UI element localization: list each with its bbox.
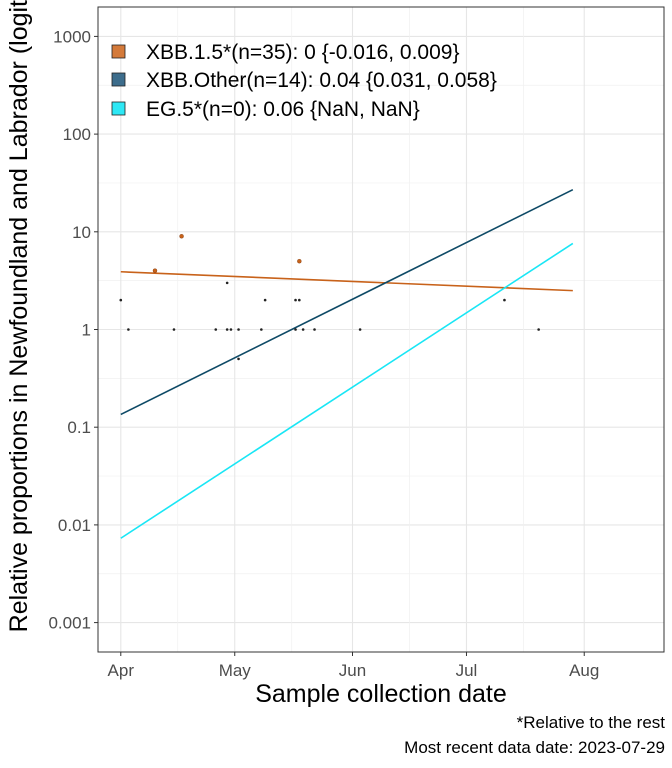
data-point [301,328,305,331]
y-axis: 0.001 0.01 0.1 1 10 100 1000 [48,27,98,633]
data-point [214,328,218,331]
data-point [260,328,263,331]
data-point-series-1 [179,234,184,239]
x-tick-label: Apr [108,661,135,680]
data-point [119,298,123,302]
data-points [119,234,540,361]
y-tick-label: 0.01 [58,516,91,535]
fit-line-series-3 [120,242,574,539]
y-tick-label: 10 [72,223,91,242]
x-tick-label: Jul [456,661,478,680]
x-axis: Apr May Jun Jul Aug [108,652,599,680]
data-point [127,328,130,331]
fit-line-series-2 [120,188,574,416]
data-point [263,298,267,302]
x-tick-label: Jun [339,661,366,680]
grid [98,7,664,652]
y-tick-label: 0.001 [48,614,91,633]
legend-label-series-2: XBB.Other(n=14): 0.04 {0.031, 0.058} [146,69,497,92]
data-point [225,281,229,285]
data-point [537,328,540,331]
data-point [225,328,229,331]
caption-relative-note: *Relative to the rest [516,713,665,732]
y-tick-label: 0.1 [67,418,91,437]
data-point-series-1 [152,268,158,273]
data-point [294,298,297,302]
y-tick-label: 1 [82,321,91,340]
y-axis-title: Relative proportions in Newfoundland and… [5,0,33,632]
y-tick-label: 100 [63,125,91,144]
legend-label-series-3: EG.5*(n=0): 0.06 {NaN, NaN} [146,98,420,121]
data-point [237,357,240,361]
legend-label-series-1: XBB.1.5*(n=35): 0 {-0.016, 0.009} [146,41,459,64]
data-point [313,328,316,331]
data-point [172,328,176,331]
x-tick-label: May [219,661,252,680]
data-point-series-1 [297,259,302,264]
legend-key-series-3 [111,101,126,116]
data-point [229,328,233,331]
fit-lines [120,188,574,539]
data-point [237,328,240,331]
x-tick-label: Aug [569,661,599,680]
legend-key-series-1 [111,44,126,59]
legend: XBB.1.5*(n=35): 0 {-0.016, 0.009} XBB.Oth… [111,41,497,121]
data-point [298,298,301,302]
y-tick-label: 1000 [53,27,91,46]
data-point [503,298,506,302]
x-axis-title: Sample collection date [255,680,507,708]
caption-data-date: Most recent data date: 2023-07-29 [404,738,665,757]
data-point [358,328,362,331]
fit-line-series-1 [120,270,573,292]
legend-key-series-2 [111,72,126,87]
data-point [294,328,297,331]
